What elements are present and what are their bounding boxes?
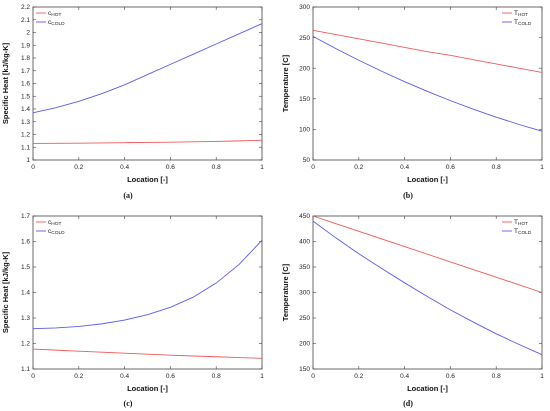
x-tick-label: 0 bbox=[311, 373, 315, 380]
y-tick-label: 1.8 bbox=[21, 55, 30, 62]
x-tick-label: 0.8 bbox=[212, 373, 221, 380]
x-tick-label: 0.2 bbox=[354, 373, 363, 380]
y-tick-label: 2.1 bbox=[21, 17, 30, 24]
y-tick-label: 100 bbox=[299, 127, 310, 134]
y-tick-label: 150 bbox=[299, 366, 310, 373]
x-tick-label: 0.6 bbox=[446, 373, 455, 380]
x-axis-label: Location [-] bbox=[127, 384, 168, 393]
y-axis-label: Specific Heat [kJ/kg-K] bbox=[1, 251, 10, 333]
x-tick-label: 0 bbox=[31, 373, 35, 380]
y-tick-label: 1.1 bbox=[21, 144, 30, 151]
y-tick-label: 1.4 bbox=[21, 290, 30, 297]
y-tick-label: 50 bbox=[303, 157, 311, 164]
x-tick-label: 1 bbox=[260, 373, 264, 380]
legend-label-cold: cCOLD bbox=[48, 228, 65, 236]
y-tick-label: 1.7 bbox=[21, 213, 30, 220]
y-axis-label: Temperature [C] bbox=[281, 54, 290, 112]
plot-frame bbox=[312, 215, 543, 370]
series-line-hot bbox=[32, 348, 263, 359]
series-line-cold bbox=[312, 220, 543, 356]
series-line-hot bbox=[312, 29, 543, 73]
y-tick-label: 1 bbox=[26, 157, 30, 164]
y-tick-label: 250 bbox=[299, 35, 310, 42]
y-tick-label: 1.1 bbox=[21, 366, 30, 373]
y-tick-label: 250 bbox=[299, 315, 310, 322]
x-tick-label: 0.6 bbox=[446, 164, 455, 171]
x-tick-label: 0.2 bbox=[74, 373, 83, 380]
x-tick-label: 1 bbox=[540, 373, 544, 380]
x-tick-label: 1 bbox=[260, 164, 264, 171]
x-axis-label: Location [-] bbox=[407, 384, 448, 393]
y-tick-label: 350 bbox=[299, 264, 310, 271]
caption-c: (c) bbox=[123, 399, 133, 408]
y-tick-label: 1.2 bbox=[21, 341, 30, 348]
y-tick-label: 2.2 bbox=[21, 4, 30, 11]
legend-label-hot: cHOT bbox=[48, 219, 61, 227]
x-tick-label: 0.8 bbox=[212, 164, 221, 171]
x-tick-label: 0.4 bbox=[120, 373, 129, 380]
y-tick-label: 1.5 bbox=[21, 93, 30, 100]
legend-label-hot: THOT bbox=[514, 10, 528, 18]
y-tick-label: 1.5 bbox=[21, 264, 30, 271]
y-tick-label: 300 bbox=[299, 290, 310, 297]
y-tick-label: 200 bbox=[299, 341, 310, 348]
x-tick-label: 0.6 bbox=[166, 373, 175, 380]
x-tick-label: 0.4 bbox=[400, 164, 409, 171]
y-tick-label: 1.7 bbox=[21, 68, 30, 75]
x-tick-label: 0 bbox=[311, 164, 315, 171]
y-tick-label: 450 bbox=[299, 213, 310, 220]
x-tick-label: 0.2 bbox=[354, 164, 363, 171]
y-tick-label: 150 bbox=[299, 96, 310, 103]
y-tick-label: 200 bbox=[299, 65, 310, 72]
y-tick-label: 1.6 bbox=[21, 239, 30, 246]
y-tick-label: 1.3 bbox=[21, 315, 30, 322]
caption-d: (d) bbox=[403, 399, 413, 408]
y-tick-label: 1.3 bbox=[21, 119, 30, 126]
y-axis-label: Specific Heat [kJ/kg-K] bbox=[1, 42, 10, 124]
x-tick-label: 1 bbox=[540, 164, 544, 171]
y-tick-label: 1.2 bbox=[21, 132, 30, 139]
caption-a: (a) bbox=[123, 191, 133, 200]
caption-b: (b) bbox=[403, 191, 413, 200]
x-tick-label: 0.6 bbox=[166, 164, 175, 171]
y-tick-label: 1.4 bbox=[21, 106, 30, 113]
x-tick-label: 0.8 bbox=[492, 373, 501, 380]
plot-frame bbox=[312, 6, 543, 161]
x-axis-label: Location [-] bbox=[407, 175, 448, 184]
legend-label-hot: THOT bbox=[514, 219, 528, 227]
y-tick-label: 2 bbox=[26, 30, 30, 37]
series-line-hot bbox=[312, 215, 543, 293]
series-line-cold bbox=[312, 35, 543, 132]
y-tick-label: 300 bbox=[299, 4, 310, 11]
legend-label-cold: cCOLD bbox=[48, 19, 65, 27]
x-tick-label: 0.4 bbox=[400, 373, 409, 380]
x-axis-label: Location [-] bbox=[127, 175, 168, 184]
x-tick-label: 0 bbox=[31, 164, 35, 171]
y-tick-label: 1.6 bbox=[21, 81, 30, 88]
y-tick-label: 400 bbox=[299, 239, 310, 246]
y-axis-label: Temperature [C] bbox=[281, 263, 290, 321]
y-tick-label: 1.9 bbox=[21, 42, 30, 49]
x-tick-label: 0.4 bbox=[120, 164, 129, 171]
x-tick-label: 0.2 bbox=[74, 164, 83, 171]
legend-label-cold: TCOLD bbox=[514, 228, 532, 236]
series-line-hot bbox=[32, 139, 263, 144]
x-tick-label: 0.8 bbox=[492, 164, 501, 171]
series-line-cold bbox=[32, 239, 263, 330]
series-line-cold bbox=[32, 23, 263, 114]
legend-label-hot: cHOT bbox=[48, 10, 61, 18]
legend-label-cold: TCOLD bbox=[514, 19, 532, 27]
